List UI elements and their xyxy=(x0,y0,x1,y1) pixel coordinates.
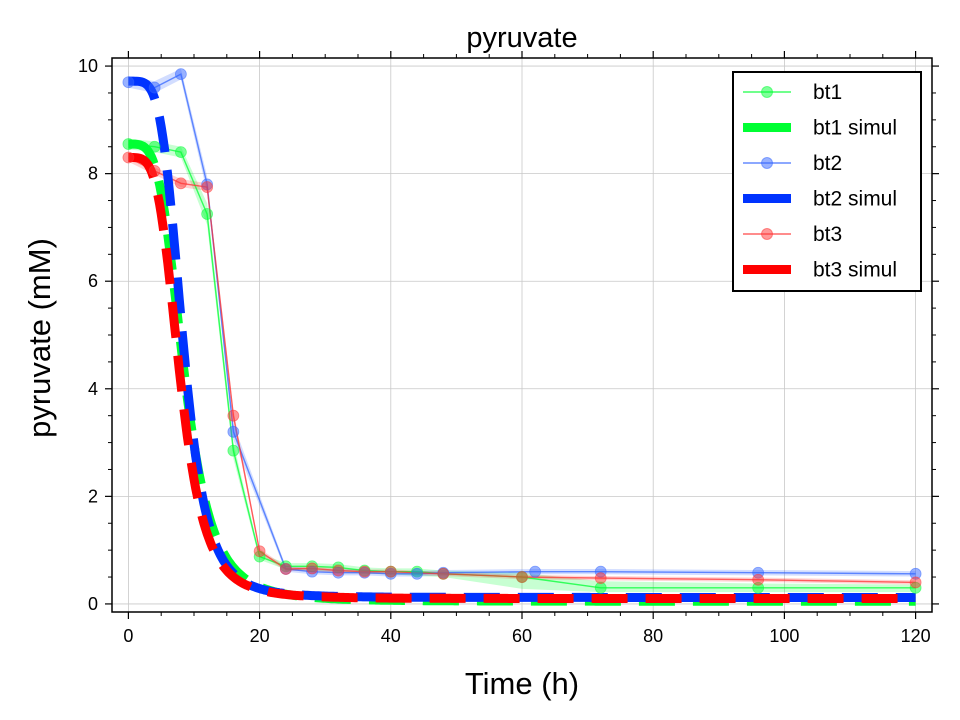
simulated-curve-bt2 simul xyxy=(128,76,916,602)
data-point-bt3 xyxy=(332,564,345,577)
data-point-bt3 xyxy=(358,565,371,578)
data-point-bt1 xyxy=(174,146,187,159)
x-tick-label: 40 xyxy=(381,626,401,646)
data-point-bt3 xyxy=(909,576,922,589)
data-point-bt3 xyxy=(253,545,266,558)
series-line-bt3 xyxy=(128,156,916,584)
data-point-bt3 xyxy=(384,565,397,578)
data-point-bt3 xyxy=(752,573,765,586)
axis-ticks: 0 20 40 60 80 100 120 0 2 4 6 8 10 xyxy=(78,51,939,646)
data-point-bt1 xyxy=(122,138,135,150)
data-point-bt1 xyxy=(227,444,240,457)
data-point-bt2 xyxy=(148,81,161,94)
y-axis-label: pyruvate (mM) xyxy=(22,238,57,438)
legend-swatch-marker-bt1 xyxy=(761,86,773,98)
legend-swatch-marker-bt3 xyxy=(761,228,773,240)
data-point-bt2 xyxy=(529,565,542,578)
chart-title: pyruvate xyxy=(466,22,577,54)
legend-label: bt1 simul xyxy=(813,117,897,140)
y-tick-label: 8 xyxy=(88,164,98,184)
measured-points xyxy=(122,68,922,594)
y-tick-label: 4 xyxy=(88,379,98,399)
x-tick-label: 100 xyxy=(769,626,799,646)
data-point-bt2 xyxy=(174,68,187,81)
x-tick-label: 120 xyxy=(901,626,931,646)
legend-swatch-marker-bt2 xyxy=(761,157,773,169)
legend-label: bt2 xyxy=(813,152,842,175)
data-point-bt3 xyxy=(437,567,450,580)
data-point-bt2 xyxy=(122,76,135,89)
legend: bt1 bt1 simul bt2 bt2 simul bt3 bt3 simul xyxy=(732,71,922,292)
data-point-bt3 xyxy=(306,562,318,575)
legend-label: bt3 xyxy=(813,223,842,246)
x-tick-label: 20 xyxy=(250,626,270,646)
x-axis-label: Time (h) xyxy=(465,666,579,701)
data-point-bt3 xyxy=(279,563,292,575)
legend-label: bt1 xyxy=(813,81,842,104)
data-point-bt3 xyxy=(148,165,161,177)
data-point-bt3 xyxy=(174,177,187,190)
x-tick-label: 0 xyxy=(123,626,133,646)
y-tick-label: 0 xyxy=(88,594,98,614)
data-point-bt1 xyxy=(148,140,161,153)
x-tick-label: 80 xyxy=(643,626,663,646)
series-line-bt2 xyxy=(128,73,916,575)
data-point-bt3 xyxy=(201,181,214,193)
x-tick-label: 60 xyxy=(512,626,532,646)
y-tick-label: 2 xyxy=(88,486,98,506)
data-point-bt3 xyxy=(516,571,528,583)
simulated-curve-bt3 simul xyxy=(128,153,916,603)
legend-label: bt2 simul xyxy=(813,188,897,211)
y-tick-label: 6 xyxy=(88,271,98,291)
legend-label: bt3 simul xyxy=(813,259,897,282)
data-point-bt3 xyxy=(227,409,240,422)
data-point-bt3 xyxy=(594,572,607,585)
y-tick-label: 10 xyxy=(78,56,98,76)
data-point-bt2 xyxy=(227,425,240,438)
data-point-bt3 xyxy=(122,151,135,164)
legend-box xyxy=(732,71,922,292)
data-point-bt1 xyxy=(201,208,214,220)
data-point-bt2 xyxy=(411,567,423,580)
simulated-curves xyxy=(128,76,916,606)
